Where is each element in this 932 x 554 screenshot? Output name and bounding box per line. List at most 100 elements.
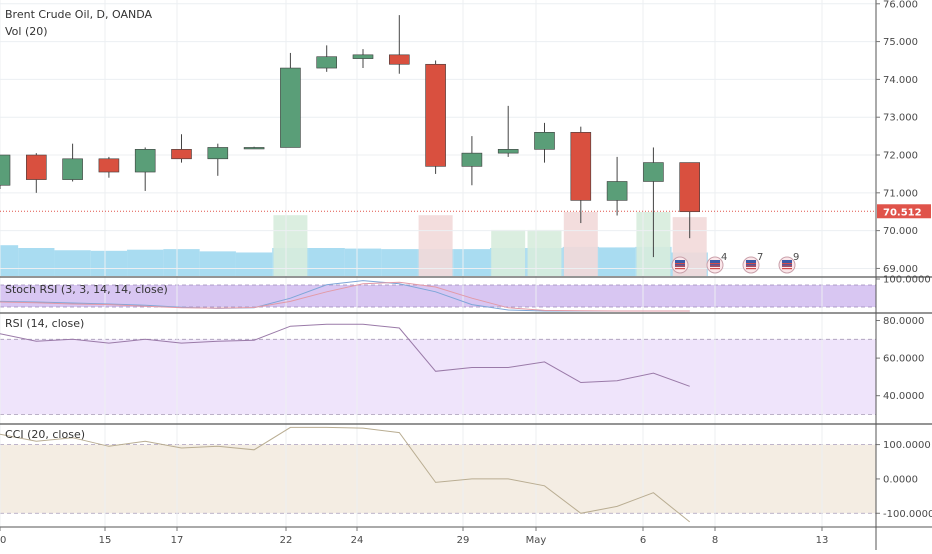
volume-bar bbox=[453, 249, 491, 276]
candle[interactable] bbox=[25, 153, 47, 193]
candle-body[interactable] bbox=[0, 154, 11, 186]
candle-body[interactable] bbox=[570, 132, 592, 201]
indicator-line bbox=[0, 426, 691, 523]
event-count-label: 9 bbox=[793, 252, 799, 263]
candle[interactable] bbox=[425, 60, 446, 174]
volume-bar bbox=[90, 250, 128, 276]
indicator-band bbox=[0, 444, 876, 514]
candle[interactable] bbox=[0, 154, 11, 190]
candle-body[interactable] bbox=[679, 162, 701, 213]
flag-icon-stripe bbox=[746, 265, 756, 267]
x-tick-label: 29 bbox=[457, 535, 470, 546]
candle[interactable] bbox=[98, 156, 120, 178]
volume-shade-bar bbox=[527, 229, 562, 276]
current-price-badge-bg bbox=[877, 204, 931, 219]
candle[interactable] bbox=[171, 134, 192, 163]
y-tick-label: 40.0000 bbox=[883, 391, 924, 402]
flag-icon-stripe bbox=[782, 265, 792, 267]
x-tick-label: 6 bbox=[640, 535, 646, 546]
y-tick-label: -100.0000 bbox=[883, 509, 932, 520]
candle-body[interactable] bbox=[388, 54, 410, 65]
symbol-title: Brent Crude Oil, D, OANDA bbox=[5, 8, 153, 21]
indicator-line bbox=[0, 281, 690, 312]
flag-icon-stripe bbox=[675, 263, 685, 265]
candle-body[interactable] bbox=[425, 63, 446, 167]
candle[interactable] bbox=[388, 15, 410, 74]
volume-shade-bar bbox=[491, 229, 526, 276]
volume-bar bbox=[127, 249, 164, 276]
candle[interactable] bbox=[207, 143, 229, 176]
economic-event-marker[interactable] bbox=[671, 256, 689, 274]
candle-body[interactable] bbox=[62, 158, 83, 180]
y-tick-label: 60.0000 bbox=[883, 354, 924, 365]
candle-body[interactable] bbox=[606, 181, 628, 201]
candle[interactable] bbox=[134, 147, 156, 191]
x-tick-label: 15 bbox=[99, 535, 112, 546]
x-tick-label: 10 bbox=[0, 535, 6, 546]
y-tick-label: 100.0000 bbox=[883, 275, 931, 286]
y-tick-label: 70.000 bbox=[883, 226, 918, 237]
volume-shade-bar bbox=[418, 215, 453, 276]
candle-body[interactable] bbox=[316, 56, 338, 69]
candle[interactable] bbox=[643, 147, 664, 258]
candle-body[interactable] bbox=[171, 149, 192, 160]
candle-body[interactable] bbox=[643, 162, 664, 182]
candle[interactable] bbox=[243, 146, 265, 150]
y-tick-label: 80.0000 bbox=[883, 316, 924, 327]
volume-bar bbox=[18, 248, 55, 276]
candle-body[interactable] bbox=[25, 154, 47, 180]
flag-icon-stripe bbox=[746, 268, 756, 270]
candle-body[interactable] bbox=[497, 149, 519, 154]
flag-icon-stripe bbox=[782, 263, 792, 265]
flag-icon-stripe bbox=[746, 263, 756, 265]
candle-body[interactable] bbox=[243, 147, 265, 150]
volume-bar bbox=[598, 247, 636, 276]
y-tick-label: 75.000 bbox=[883, 37, 918, 48]
candle-body[interactable] bbox=[134, 149, 156, 173]
flag-icon-stripe bbox=[710, 263, 720, 265]
candle[interactable] bbox=[570, 126, 592, 224]
y-tick-label: 71.000 bbox=[883, 188, 918, 199]
volume-bar bbox=[381, 249, 418, 276]
x-tick-label: 17 bbox=[171, 535, 184, 546]
candle[interactable] bbox=[534, 122, 555, 163]
candle[interactable] bbox=[62, 143, 83, 182]
candle[interactable] bbox=[679, 162, 701, 239]
candle[interactable] bbox=[497, 105, 519, 157]
x-tick-label: 13 bbox=[816, 535, 829, 546]
candle[interactable] bbox=[316, 45, 338, 72]
volume-bar bbox=[54, 250, 91, 276]
candle[interactable] bbox=[461, 136, 483, 186]
current-price-badge: 70.512 bbox=[877, 204, 931, 219]
volume-bar bbox=[308, 248, 345, 276]
y-tick-label: 73.000 bbox=[883, 113, 918, 124]
event-count-label: 4 bbox=[721, 252, 727, 263]
flag-icon-stripe bbox=[782, 268, 792, 270]
economic-event-marker[interactable]: 9 bbox=[778, 252, 799, 274]
volume-bar bbox=[235, 252, 273, 276]
candle[interactable] bbox=[280, 52, 301, 148]
candle-body[interactable] bbox=[461, 152, 483, 167]
candle-body[interactable] bbox=[207, 147, 229, 160]
volume-label: Vol (20) bbox=[5, 25, 48, 38]
y-tick-label: 69.000 bbox=[883, 264, 918, 275]
candle-body[interactable] bbox=[534, 132, 555, 150]
x-tick-label: May bbox=[526, 535, 547, 546]
volume-bar bbox=[199, 251, 236, 276]
volume-bar bbox=[344, 248, 382, 276]
y-tick-label: 76.000 bbox=[883, 0, 918, 10]
economic-event-marker[interactable]: 7 bbox=[742, 252, 763, 274]
candle[interactable] bbox=[352, 49, 374, 69]
x-tick-label: 8 bbox=[712, 535, 718, 546]
flag-icon-stripe bbox=[675, 268, 685, 270]
y-tick-label: 0.0000 bbox=[883, 474, 918, 485]
economic-event-marker[interactable]: 4 bbox=[706, 252, 727, 274]
candle-body[interactable] bbox=[352, 54, 374, 59]
candle[interactable] bbox=[606, 156, 628, 216]
candle-body[interactable] bbox=[280, 67, 301, 148]
candle-body[interactable] bbox=[98, 158, 120, 173]
indicator-line bbox=[0, 323, 690, 387]
flag-icon-stripe bbox=[675, 265, 685, 267]
